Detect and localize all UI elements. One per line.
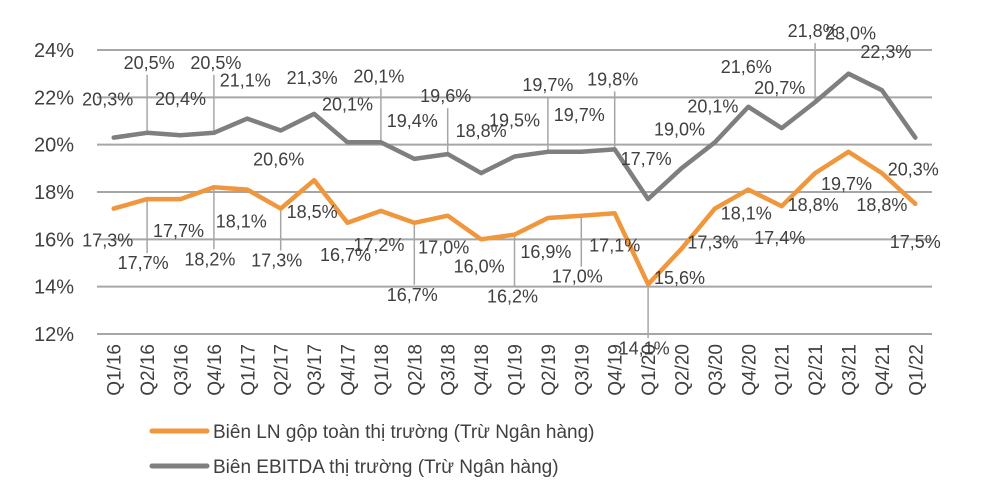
- x-tick-label: Q1/16: [105, 344, 126, 396]
- x-tick-label: Q4/19: [606, 344, 627, 396]
- x-tick-label: Q2/19: [539, 344, 560, 396]
- x-tick-label: Q3/20: [706, 344, 727, 396]
- data-label: 17,3%: [251, 251, 302, 271]
- series-lines: [111, 71, 918, 287]
- x-tick-label: Q2/20: [673, 344, 694, 396]
- data-labels: 17,3%17,7%17,7%18,2%18,1%17,3%18,5%16,7%…: [82, 21, 941, 358]
- x-tick-label: Q3/16: [172, 344, 193, 396]
- data-label: 20,3%: [82, 90, 133, 110]
- x-tick-label: Q2/21: [806, 344, 827, 396]
- data-label: 19,6%: [420, 86, 471, 106]
- series-line: [111, 71, 918, 202]
- data-label: 19,4%: [387, 111, 438, 131]
- data-label: 17,7%: [621, 149, 672, 169]
- x-tick-label: Q1/17: [238, 344, 259, 396]
- x-tick-label: Q1/19: [506, 344, 527, 396]
- x-tick-label: Q2/16: [138, 344, 159, 396]
- data-label: 20,5%: [124, 53, 175, 73]
- data-label: 17,2%: [353, 235, 404, 255]
- data-label: 17,7%: [153, 221, 204, 241]
- legend: Biên LN gộp toàn thị trường (Trừ Ngân hà…: [149, 422, 595, 478]
- data-label: 18,8%: [856, 195, 907, 215]
- data-label: 18,5%: [287, 202, 338, 222]
- x-tick-label: Q3/21: [840, 344, 861, 396]
- label-leader-lines: [146, 43, 816, 339]
- x-tick-label: Q4/18: [472, 344, 493, 396]
- data-label: 18,8%: [788, 195, 839, 215]
- data-label: 18,8%: [456, 121, 507, 141]
- data-label: 16,7%: [320, 245, 371, 265]
- data-label: 19,5%: [489, 111, 540, 131]
- x-tick-label: Q4/21: [873, 344, 894, 396]
- data-label: 21,6%: [721, 57, 772, 77]
- data-label: 17,0%: [418, 238, 469, 258]
- data-label: 23,0%: [825, 24, 876, 44]
- x-tick-label: Q1/22: [906, 344, 927, 396]
- x-tick-label: Q2/17: [272, 344, 293, 396]
- x-tick-label: Q4/17: [339, 344, 360, 396]
- data-label: 20,3%: [888, 160, 939, 180]
- data-label: 16,2%: [487, 287, 538, 307]
- data-label: 20,1%: [687, 96, 738, 116]
- data-label: 14,1%: [619, 338, 670, 358]
- legend-label: Biên LN gộp toàn thị trường (Trừ Ngân hà…: [213, 422, 595, 443]
- data-label: 19,8%: [587, 69, 638, 89]
- y-axis-ticks: 12% 14% 16% 18% 20% 22% 24%: [34, 40, 74, 346]
- x-tick-label: Q4/20: [739, 344, 760, 396]
- y-tick-label: 14%: [34, 277, 74, 299]
- data-label: 17,7%: [118, 253, 169, 273]
- data-label: 18,2%: [184, 249, 235, 269]
- data-label: 20,4%: [155, 89, 206, 109]
- data-label: 18,1%: [721, 204, 772, 224]
- data-label: 17,0%: [552, 267, 603, 287]
- x-tick-label: Q1/21: [773, 344, 794, 396]
- data-label: 21,8%: [788, 21, 839, 41]
- data-label: 17,3%: [82, 231, 133, 251]
- y-tick-label: 16%: [34, 229, 74, 251]
- data-label: 22,3%: [860, 42, 911, 62]
- data-label: 21,3%: [287, 68, 338, 88]
- data-label: 20,7%: [754, 78, 805, 98]
- y-tick-label: 12%: [34, 324, 74, 346]
- x-tick-label: Q4/16: [205, 344, 226, 396]
- x-tick-label: Q1/18: [372, 344, 393, 396]
- data-label: 20,6%: [253, 149, 304, 169]
- data-label: 20,1%: [353, 66, 404, 86]
- data-label: 16,9%: [520, 242, 571, 262]
- x-tick-label: Q1/20: [639, 344, 660, 396]
- data-label: 15,6%: [654, 268, 705, 288]
- series-line: [111, 149, 918, 287]
- y-tick-label: 18%: [34, 182, 74, 204]
- data-label: 16,0%: [454, 256, 505, 276]
- data-label: 21,1%: [220, 71, 271, 91]
- data-label: 17,5%: [890, 232, 941, 252]
- x-tick-label: Q3/18: [439, 344, 460, 396]
- data-label: 19,0%: [654, 119, 705, 139]
- y-tick-label: 24%: [34, 40, 74, 62]
- data-label: 20,5%: [190, 53, 241, 73]
- x-axis-ticks: Q1/16 Q2/16 Q3/16 Q4/16 Q1/17 Q2/17 Q3/17 Q4/17…: [105, 344, 928, 396]
- data-label: 19,7%: [821, 174, 872, 194]
- data-label: 19,7%: [554, 105, 605, 125]
- data-label: 18,1%: [216, 212, 267, 232]
- x-tick-label: Q3/17: [305, 344, 326, 396]
- data-label: 19,7%: [522, 75, 573, 95]
- legend-label: Biên EBITDA thị trường (Trừ Ngân hàng): [213, 457, 559, 478]
- y-tick-label: 20%: [34, 135, 74, 157]
- data-label: 16,7%: [387, 285, 438, 305]
- x-tick-label: Q2/18: [405, 344, 426, 396]
- data-label: 17,4%: [754, 228, 805, 248]
- data-label: 17,1%: [589, 235, 640, 255]
- y-tick-label: 22%: [34, 87, 74, 109]
- data-label: 20,1%: [322, 94, 373, 114]
- data-label: 17,3%: [687, 233, 738, 253]
- x-tick-label: Q3/19: [572, 344, 593, 396]
